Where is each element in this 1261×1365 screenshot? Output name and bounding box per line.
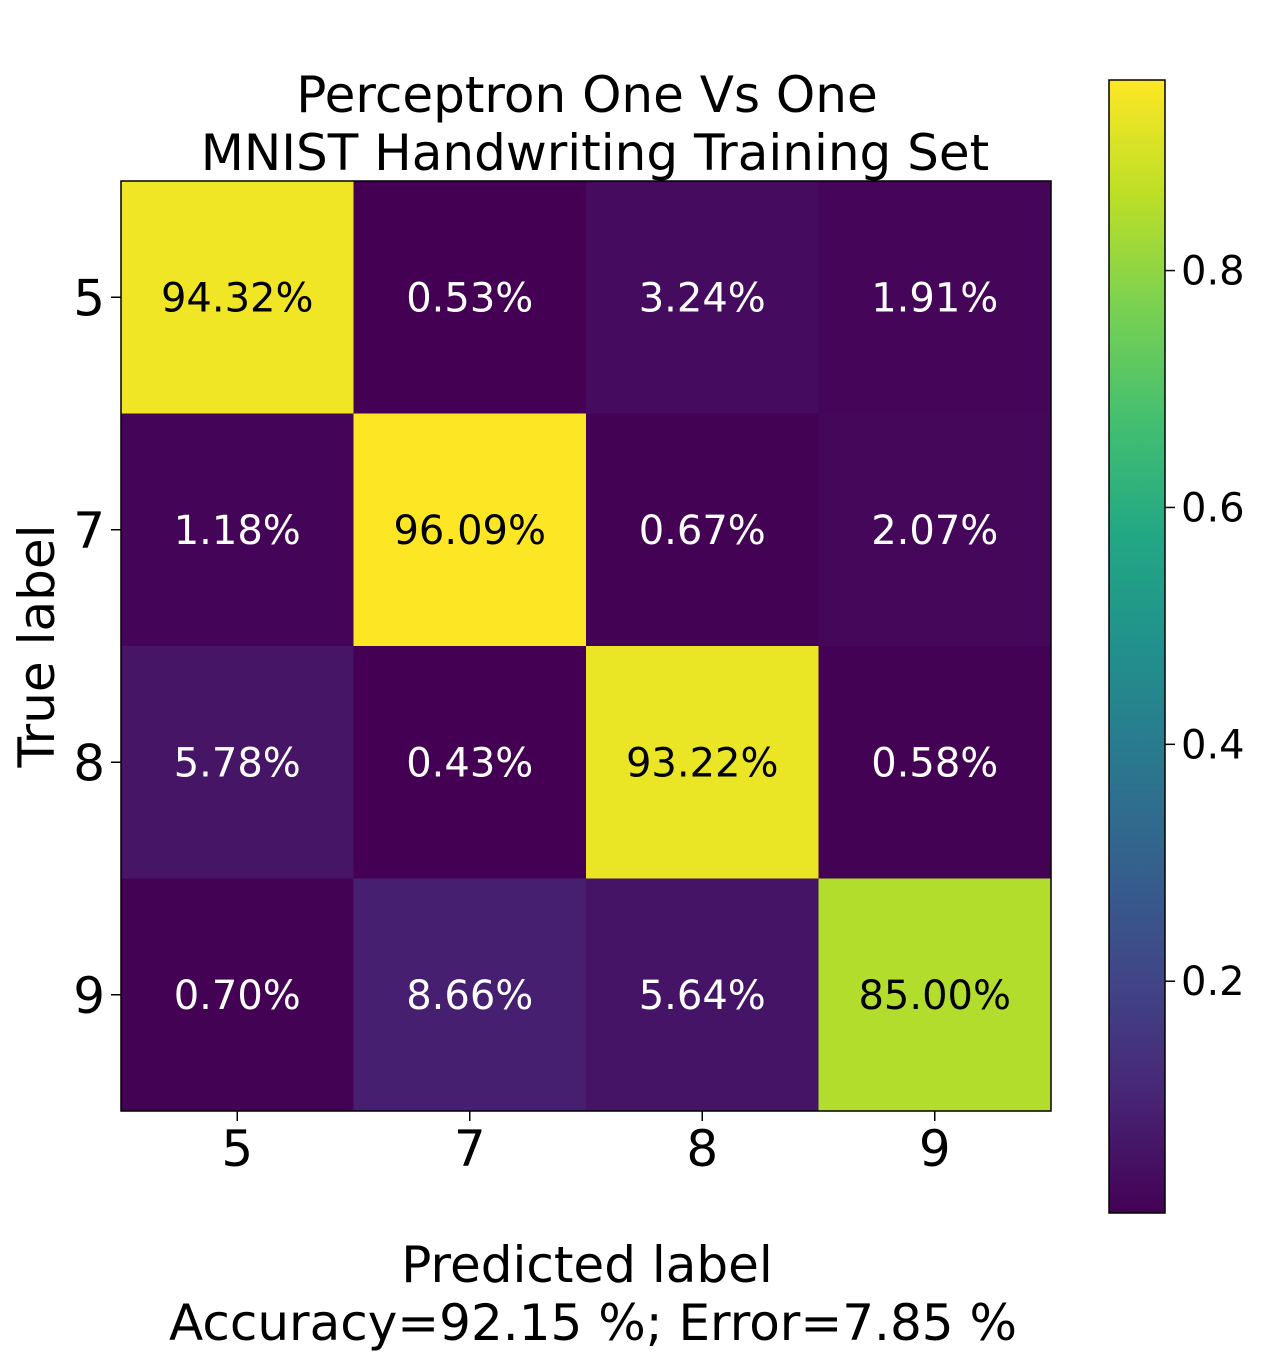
x-tick-label: 9 [919, 1120, 951, 1178]
chart-title-line-2: MNIST Handwriting Training Set [201, 124, 990, 182]
y-tick-label: 9 [73, 967, 105, 1025]
x-axis-label: Predicted label [401, 1236, 773, 1294]
colorbar-tick-label: 0.4 [1181, 722, 1245, 768]
cell-value-label: 0.58% [871, 740, 998, 786]
heatmap-cell [353, 878, 587, 1112]
heatmap-cell [818, 181, 1052, 414]
cell-value-label: 0.43% [406, 740, 533, 786]
x-tick-label: 5 [221, 1120, 253, 1178]
heatmap-cell [818, 413, 1052, 647]
colorbar-tick-label: 0.2 [1181, 959, 1245, 1005]
cell-value-label: 3.24% [639, 275, 766, 321]
cell-value-label: 85.00% [858, 973, 1011, 1019]
colorbar [1108, 79, 1166, 1214]
cell-value-label: 93.22% [626, 740, 779, 786]
cell-value-label: 94.32% [161, 275, 314, 321]
heatmap-cell [121, 878, 354, 1112]
cell-value-label: 8.66% [406, 973, 533, 1019]
heatmap-cell [586, 646, 819, 879]
colorbar-tick-label: 0.8 [1181, 249, 1245, 295]
y-tick-label: 7 [73, 502, 105, 560]
cell-value-label: 96.09% [393, 508, 546, 554]
heatmap-cell [586, 181, 819, 414]
heatmap-cells [121, 181, 1052, 1112]
y-axis-label: True label [8, 524, 66, 768]
cell-value-label: 1.91% [871, 275, 998, 321]
heatmap-cell [586, 878, 819, 1112]
cell-value-label: 0.53% [406, 275, 533, 321]
x-axis-ticks: 5 7 8 9 [221, 1111, 951, 1178]
colorbar-tick-label: 0.6 [1181, 485, 1245, 531]
heatmap-cell [818, 646, 1052, 879]
x-tick-label: 8 [686, 1120, 718, 1178]
cell-value-label: 5.64% [639, 973, 766, 1019]
heatmap-cell [353, 646, 587, 879]
chart-title-line-1: Perceptron One Vs One [296, 66, 877, 124]
heatmap-cell [353, 181, 587, 414]
cell-value-label: 2.07% [871, 508, 998, 554]
heatmap-cell [586, 413, 819, 647]
heatmap-cell [353, 413, 587, 647]
cell-value-label: 0.67% [639, 508, 766, 554]
plot-frame [120, 180, 1052, 1112]
cell-value-label: 0.70% [174, 973, 301, 1019]
heatmap-cell [121, 181, 354, 414]
heatmap-cell [818, 878, 1052, 1112]
cell-value-label: 5.78% [174, 740, 301, 786]
heatmap-cell [121, 646, 354, 879]
colorbar-ticks: 0.2 0.4 0.6 0.8 [1165, 249, 1245, 1005]
y-tick-label: 5 [73, 269, 105, 327]
y-tick-label: 8 [73, 734, 105, 792]
heatmap-cell-labels: 94.32% 0.53% 3.24% 1.91% 1.18% 96.09% 0.67% 2.0… [161, 275, 1011, 1019]
accuracy-error-note: Accuracy=92.15 %; Error=7.85 % [169, 1294, 1017, 1352]
x-tick-label: 7 [454, 1120, 486, 1178]
y-axis-ticks: 5 7 8 9 [73, 269, 121, 1025]
cell-value-label: 1.18% [174, 508, 301, 554]
heatmap-cell [121, 413, 354, 647]
